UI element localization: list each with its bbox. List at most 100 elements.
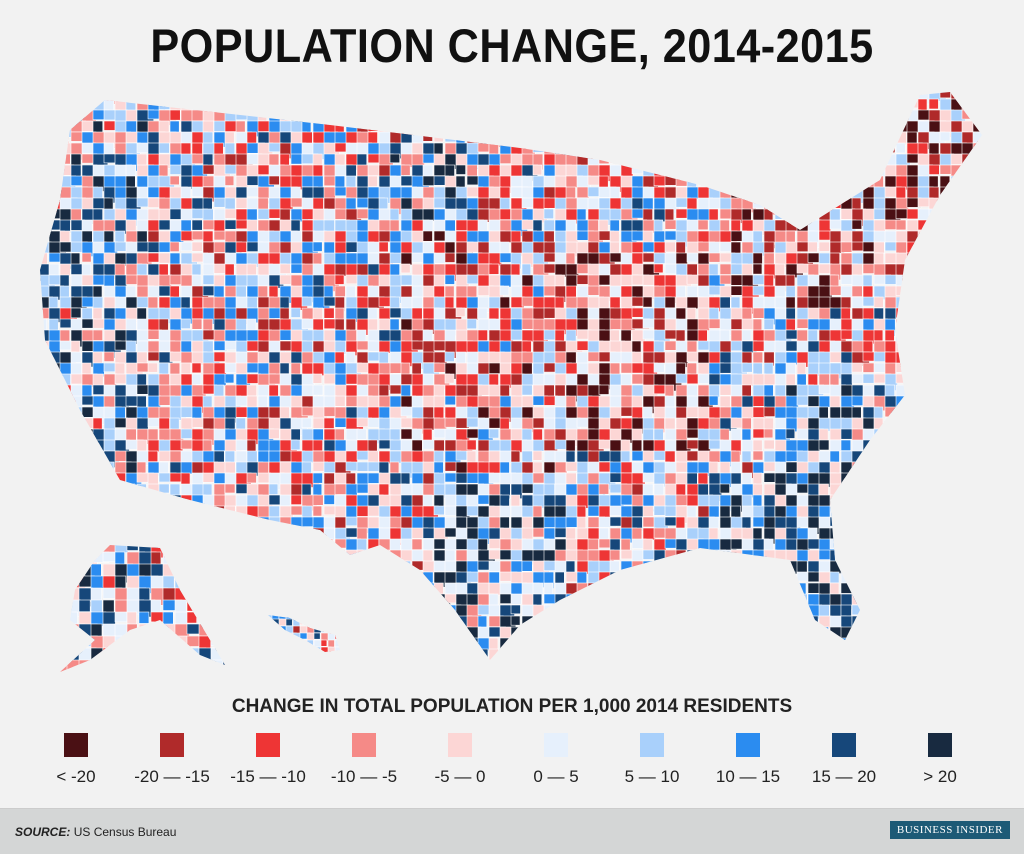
county-cell bbox=[675, 131, 690, 142]
county-cell bbox=[477, 142, 490, 153]
county-cell bbox=[158, 92, 171, 101]
county-cell bbox=[532, 131, 547, 148]
county-cell bbox=[224, 648, 238, 660]
county-cell bbox=[191, 505, 203, 518]
county-cell bbox=[313, 632, 321, 640]
county-cell bbox=[70, 494, 88, 512]
county-cell bbox=[90, 647, 104, 668]
county-cell bbox=[642, 582, 657, 594]
county-cell bbox=[279, 92, 293, 100]
county-cell bbox=[222, 671, 225, 672]
county-cell bbox=[345, 593, 363, 612]
county-cell bbox=[906, 241, 923, 260]
county-cell bbox=[961, 175, 972, 192]
county-cell bbox=[356, 571, 367, 585]
county-cell bbox=[521, 615, 534, 634]
county-cell bbox=[895, 373, 910, 384]
county-cell bbox=[818, 142, 830, 157]
county-cell bbox=[895, 538, 908, 550]
county-cell bbox=[917, 472, 933, 490]
county-cell bbox=[752, 648, 763, 659]
county-cell bbox=[422, 637, 437, 649]
county-cell bbox=[59, 461, 73, 475]
county-cell bbox=[653, 164, 667, 177]
county-cell bbox=[323, 560, 342, 574]
county-cell bbox=[587, 626, 598, 637]
county-cell bbox=[829, 494, 845, 509]
county-cell bbox=[708, 120, 724, 134]
county-cell bbox=[708, 142, 726, 156]
county-cell bbox=[873, 549, 887, 564]
county-cell bbox=[70, 164, 82, 177]
county-cell bbox=[984, 605, 997, 616]
county-cell bbox=[488, 362, 501, 374]
county-cell bbox=[928, 615, 945, 634]
county-cell bbox=[631, 571, 643, 589]
legend-label: -15 — -10 bbox=[230, 767, 306, 786]
county-cell bbox=[785, 98, 800, 115]
county-cell bbox=[202, 549, 217, 564]
county-cell bbox=[708, 131, 723, 150]
county-cell bbox=[367, 637, 379, 652]
county-cell bbox=[162, 671, 175, 672]
county-cell bbox=[598, 120, 617, 136]
county-cell bbox=[40, 505, 51, 521]
legend-label: 5 — 10 bbox=[624, 767, 680, 786]
county-cell bbox=[147, 252, 160, 263]
county-cell bbox=[136, 637, 155, 655]
county-cell bbox=[306, 615, 318, 624]
county-cell bbox=[697, 164, 709, 177]
county-cell bbox=[378, 98, 392, 116]
county-cell bbox=[40, 230, 49, 242]
county-cell bbox=[356, 98, 370, 111]
county-cell bbox=[906, 417, 925, 434]
county-cell bbox=[290, 483, 303, 497]
business-insider-logo: BUSINESS INSIDER bbox=[889, 821, 1010, 839]
county-cell bbox=[301, 296, 313, 307]
county-cell bbox=[367, 153, 381, 164]
county-cell bbox=[950, 395, 965, 406]
county-cell bbox=[984, 649, 997, 662]
county-cell bbox=[367, 648, 385, 660]
county-cell bbox=[312, 593, 328, 612]
county-cell bbox=[290, 98, 306, 113]
county-cell bbox=[335, 654, 342, 663]
county-cell bbox=[147, 450, 159, 462]
county-cell bbox=[939, 538, 953, 551]
county-cell bbox=[433, 439, 445, 452]
county-cell bbox=[532, 637, 546, 654]
county-cell bbox=[532, 362, 545, 376]
county-cell bbox=[752, 384, 766, 397]
county-cell bbox=[972, 241, 982, 254]
county-cell bbox=[138, 659, 158, 672]
county-cell bbox=[840, 549, 852, 563]
county-cell bbox=[917, 582, 930, 596]
county-cell bbox=[40, 428, 50, 444]
county-cell bbox=[422, 120, 433, 138]
county-cell bbox=[862, 494, 876, 506]
county-cell bbox=[972, 538, 982, 551]
county-cell bbox=[222, 587, 225, 600]
county-cell bbox=[631, 131, 649, 150]
county-cell bbox=[906, 285, 925, 299]
county-cell bbox=[829, 648, 840, 660]
county-cell bbox=[939, 417, 950, 434]
county-cell bbox=[939, 494, 956, 507]
county-cell bbox=[895, 593, 910, 609]
county-cell bbox=[147, 362, 158, 373]
county-cell bbox=[554, 186, 567, 199]
county-cell bbox=[950, 208, 963, 225]
county-cell bbox=[631, 428, 643, 442]
county-cell bbox=[851, 362, 863, 373]
county-cell bbox=[917, 626, 929, 643]
county-cell bbox=[202, 92, 220, 104]
county-cell bbox=[752, 197, 765, 209]
county-cell bbox=[323, 593, 338, 606]
legend-swatch bbox=[928, 733, 952, 757]
county-cell bbox=[873, 406, 884, 420]
county-cell bbox=[631, 505, 644, 518]
county-cell bbox=[697, 571, 711, 585]
county-cell bbox=[345, 626, 360, 642]
county-cell bbox=[653, 582, 668, 601]
county-cell bbox=[917, 395, 935, 410]
